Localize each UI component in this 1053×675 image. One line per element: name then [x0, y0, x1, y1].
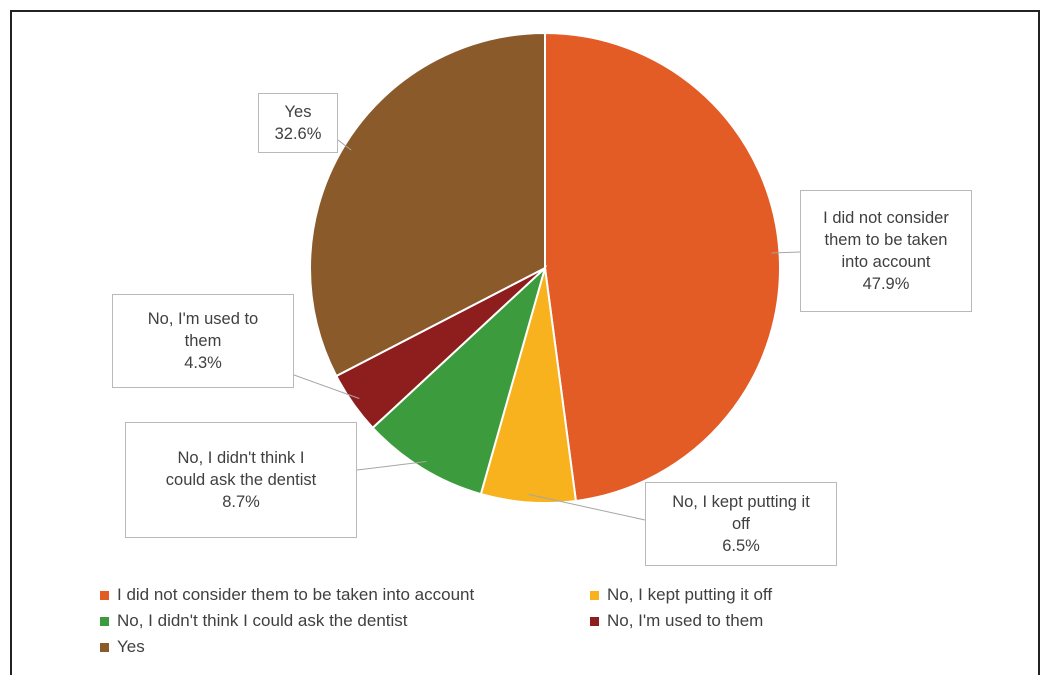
- leader-line: [771, 251, 801, 254]
- leader-line: [528, 493, 646, 521]
- legend-label: No, I kept putting it off: [607, 585, 773, 604]
- callout-slice-1: No, I kept putting it off 6.5%: [645, 482, 837, 566]
- legend-item: No, I didn't think I could ask the denti…: [100, 611, 408, 631]
- callout-value: 6.5%: [722, 537, 760, 555]
- legend-swatch: [590, 590, 599, 600]
- legend-item: No, I'm used to them: [590, 611, 763, 631]
- pie-slice: [544, 31, 781, 503]
- callout-label: No, I'm used to them: [147, 310, 259, 350]
- callout-slice-4: Yes 32.6%: [258, 93, 338, 153]
- callout-slice-0: I did not consider them to be taken into…: [800, 190, 972, 312]
- legend-item: No, I kept putting it off: [590, 585, 772, 605]
- legend-label: No, I didn't think I could ask the denti…: [117, 611, 408, 630]
- leader-line: [337, 139, 352, 151]
- legend-item: Yes: [100, 637, 145, 657]
- legend-label: I did not consider them to be taken into…: [117, 585, 475, 604]
- legend-swatch: [100, 590, 109, 600]
- pie-slice: [371, 264, 547, 496]
- legend-swatch: [100, 642, 109, 652]
- callout-label: No, I didn't think I could ask the denti…: [165, 449, 317, 489]
- callout-label: No, I kept putting it off: [672, 493, 810, 533]
- callout-slice-3: No, I'm used to them 4.3%: [112, 294, 294, 388]
- legend-swatch: [590, 616, 599, 626]
- callout-label: Yes: [284, 103, 312, 121]
- callout-value: 8.7%: [222, 493, 260, 511]
- callout-slice-2: No, I didn't think I could ask the denti…: [125, 422, 357, 538]
- legend-swatch: [100, 616, 109, 626]
- pie-slice: [309, 31, 546, 378]
- callout-label: I did not consider them to be taken into…: [823, 209, 949, 271]
- callout-value: 47.9%: [862, 275, 910, 293]
- legend-label: No, I'm used to them: [607, 611, 764, 630]
- callout-value: 4.3%: [184, 354, 222, 372]
- callout-value: 32.6%: [274, 125, 322, 143]
- leader-line: [293, 374, 360, 399]
- legend-label: Yes: [117, 637, 145, 656]
- leader-line: [356, 461, 427, 471]
- legend-item: I did not consider them to be taken into…: [100, 585, 474, 605]
